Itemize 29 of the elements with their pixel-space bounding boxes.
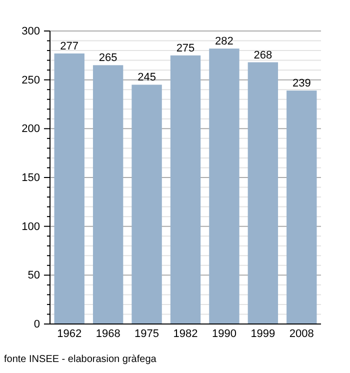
x-tick-label: 1962 xyxy=(57,328,82,340)
x-tick-label: 1968 xyxy=(96,328,120,340)
bar xyxy=(54,53,84,324)
data-label: 277 xyxy=(60,40,79,52)
y-tick-label: 200 xyxy=(22,123,40,136)
bar xyxy=(209,48,240,324)
bar xyxy=(170,55,201,324)
x-tick-label: 1990 xyxy=(212,328,236,340)
bar xyxy=(286,90,317,324)
y-tick-label: 250 xyxy=(22,74,40,86)
x-tick-label: 1982 xyxy=(173,328,198,340)
y-tick-label: 50 xyxy=(28,270,40,282)
x-tick-label: 1999 xyxy=(250,328,276,340)
y-tick-label: 0 xyxy=(34,318,40,331)
data-label: 268 xyxy=(254,49,272,62)
data-label: 265 xyxy=(98,52,118,64)
y-tick-label: 300 xyxy=(22,26,40,38)
y-tick-label: 150 xyxy=(22,172,40,184)
data-label: 239 xyxy=(292,78,311,90)
bar xyxy=(132,84,162,324)
x-tick-label: 1975 xyxy=(134,328,160,340)
data-label: 245 xyxy=(138,72,156,84)
x-tick-label: 2008 xyxy=(289,328,314,340)
y-tick-label: 100 xyxy=(22,220,40,233)
data-label: 275 xyxy=(176,42,195,54)
bar xyxy=(92,65,124,324)
source-note: fonte INSEE - elaborasion gràfega xyxy=(4,354,157,365)
data-label: 282 xyxy=(215,36,234,48)
bar xyxy=(248,62,278,324)
